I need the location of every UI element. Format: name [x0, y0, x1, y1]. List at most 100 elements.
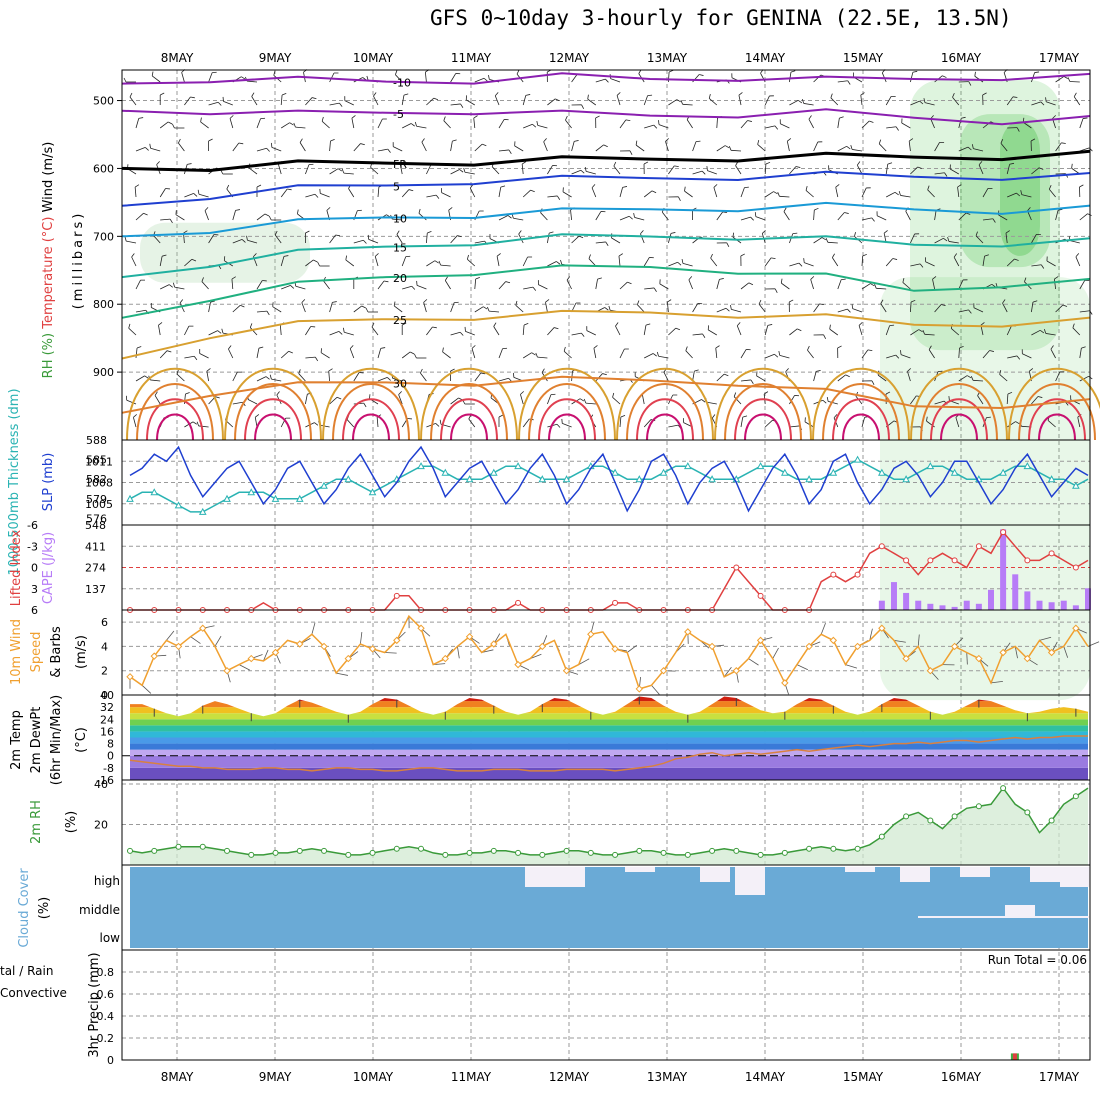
barb-shaft [444, 280, 451, 290]
barb-flag [1000, 138, 1004, 144]
wind-barb [934, 237, 948, 244]
barb-flag [464, 326, 466, 332]
wind-barb [402, 285, 416, 290]
wind10m-point [562, 667, 571, 675]
barb-shaft [450, 397, 459, 405]
surface-temp-contour [528, 382, 606, 441]
barb-flag [241, 239, 246, 243]
barb-flag [668, 69, 674, 73]
barb-shaft [371, 326, 379, 336]
barb-flag [665, 138, 669, 142]
thickness-point [756, 462, 765, 470]
lifted-index-line-point [927, 557, 934, 564]
barb-shaft [692, 170, 703, 175]
barb-flag [774, 288, 778, 293]
wind-barb-10m [530, 653, 542, 659]
barb-flag [658, 120, 660, 125]
barb-shaft [925, 261, 935, 267]
thickness-point [417, 462, 425, 470]
lifted-index-line-point [1000, 529, 1007, 536]
wind-barb [426, 260, 439, 267]
thickness-point [344, 475, 353, 483]
barb-shaft [1079, 280, 1086, 290]
temp-tick-label: -16 [96, 774, 114, 787]
wind-tick-label: 6 [101, 616, 108, 629]
cloud-clear-patch [625, 867, 655, 872]
barb-flag [900, 350, 902, 355]
barb-flag [562, 187, 564, 192]
wind-barb [474, 277, 480, 290]
wind-barb [947, 237, 959, 244]
barb-shaft [1031, 264, 1042, 267]
wind-barb [135, 147, 149, 152]
wind-barb [498, 215, 512, 221]
barb-flag [246, 235, 248, 241]
wind10m-point [223, 667, 231, 675]
barb-flag [131, 253, 135, 258]
barb-flag [363, 239, 367, 244]
barb-flag [276, 391, 280, 396]
wind-barb [522, 94, 531, 106]
wind-barb [274, 230, 282, 244]
wind-barb [133, 414, 138, 428]
wind-barb [522, 323, 529, 336]
barb-flag [604, 307, 609, 311]
surface-temp-contour [812, 367, 910, 441]
rh-tick-label: 20 [94, 819, 108, 832]
wind-barb [178, 138, 185, 152]
wind-barb [566, 276, 572, 290]
barb-shaft [934, 304, 942, 313]
barb-shaft [450, 302, 455, 313]
rh2m-line-point [1000, 785, 1007, 792]
barb-shaft [305, 193, 316, 198]
temp-contour--5 [121, 108, 1091, 126]
barb-shaft [1073, 96, 1081, 106]
barb-flag [633, 212, 635, 218]
barb-shaft [619, 281, 628, 290]
temp-contour-label: 20 [393, 272, 407, 285]
wind-barb [377, 377, 391, 382]
thickness-ylabel-text: 1000-500mb Thickness (dm) [7, 388, 22, 575]
barb-shaft [537, 125, 548, 129]
barb-flag [699, 74, 704, 76]
barb-shaft [682, 263, 693, 267]
wind-barb [789, 395, 800, 405]
barb-shaft [756, 375, 766, 382]
barb-flag [984, 254, 989, 257]
temp-tick-label: -8 [103, 762, 114, 775]
barb-flag [707, 325, 709, 330]
thickness-point [271, 494, 280, 502]
barb-shaft [958, 347, 960, 359]
temp-contour-5 [121, 170, 1091, 207]
barb-shaft [910, 166, 918, 175]
barb-flag [597, 277, 602, 280]
barb-shaft [901, 122, 911, 129]
barb-flag [448, 207, 453, 211]
barb-flag [357, 209, 362, 212]
pressure-tick-label: 500 [93, 95, 114, 108]
barb-shaft [374, 256, 379, 267]
barb-flag [947, 237, 950, 242]
barb-flag [724, 145, 730, 149]
barb-shaft [538, 284, 548, 290]
barb-shaft [208, 101, 219, 106]
thickness-point [198, 507, 207, 515]
barb-flag [883, 230, 888, 234]
cape-bar [1036, 600, 1043, 610]
barb-flag [1040, 101, 1045, 106]
barb-shaft [515, 305, 524, 313]
barb-shaft [208, 72, 213, 83]
wind-barb [971, 144, 984, 152]
barb-flag [328, 368, 333, 372]
wind-barb [740, 415, 748, 428]
wind-barb [208, 234, 219, 244]
wind10m-point [538, 642, 547, 651]
barb-flag [605, 241, 609, 246]
barb-flag [846, 145, 851, 150]
wind-barb [199, 348, 209, 359]
barb-shaft [377, 280, 385, 290]
wind-barb [184, 258, 197, 267]
barb-shaft [232, 210, 236, 221]
barb-shaft [424, 72, 427, 83]
barb-flag [459, 331, 464, 336]
